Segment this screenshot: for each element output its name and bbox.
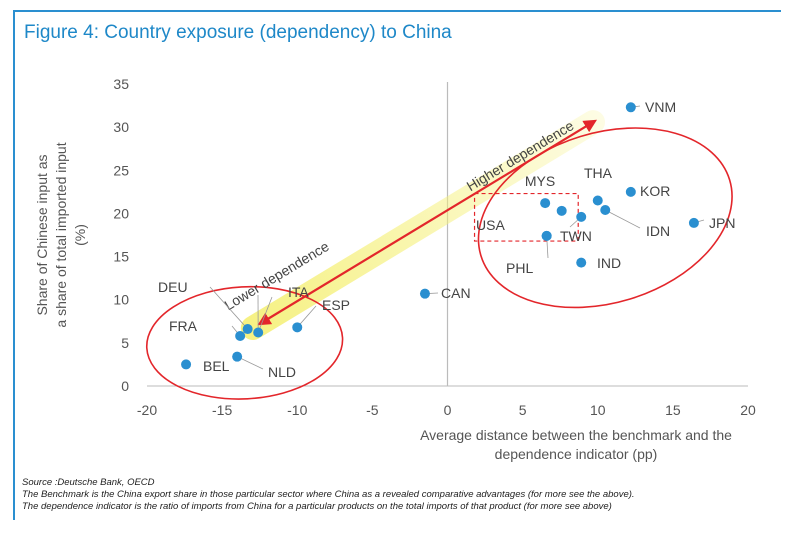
higher-dependence-ellipse (477, 127, 733, 309)
y-axis-title-line: a share of total imported input (53, 142, 69, 327)
data-point (253, 327, 264, 338)
y-tick-label: 15 (113, 249, 129, 265)
x-tick-label: -5 (366, 402, 379, 418)
leader-line (605, 209, 641, 229)
point-label-usa: USA (476, 217, 505, 233)
data-point (242, 324, 253, 335)
data-point (181, 359, 192, 370)
point-label-phl: PHL (506, 260, 533, 276)
point-label-kor: KOR (640, 183, 670, 199)
footnotes: Source :Deutsche Bank, OECD The Benchmar… (22, 477, 792, 513)
leader-line (209, 286, 248, 330)
x-tick-label: 5 (519, 402, 527, 418)
y-tick-label: 20 (113, 205, 129, 221)
data-point (235, 330, 246, 341)
frame-top-border (13, 10, 781, 12)
point-label-idn: IDN (646, 223, 670, 239)
data-point (688, 217, 699, 228)
y-tick-label: 30 (113, 119, 129, 135)
data-point (625, 186, 636, 197)
y-tick-label: 0 (121, 378, 129, 394)
x-tick-label: 20 (740, 402, 756, 418)
data-point (541, 230, 552, 241)
point-label-deu: DEU (158, 279, 188, 295)
data-point (292, 322, 303, 333)
point-label-ita: ITA (288, 284, 309, 300)
y-axis-title-line: Share of Chinese input as (34, 154, 50, 315)
point-label-nld: NLD (268, 364, 296, 380)
point-label-fra: FRA (169, 318, 198, 334)
y-axis-title-line: (%) (72, 224, 88, 246)
x-tick-label: -20 (137, 402, 157, 418)
data-point (540, 198, 551, 209)
point-label-tha: THA (584, 165, 613, 181)
y-tick-label: 5 (121, 335, 129, 351)
figure-title: Figure 4: Country exposure (dependency) … (24, 22, 452, 43)
leader-line (257, 296, 273, 333)
benchmark-note: The Benchmark is the China export share … (22, 489, 635, 500)
source-note: Source :Deutsche Bank, OECD (22, 477, 155, 488)
x-tick-label: 0 (444, 402, 452, 418)
data-point (576, 257, 587, 268)
point-label-ind: IND (597, 255, 621, 271)
point-label-bel: BEL (203, 358, 230, 374)
point-label-mys: MYS (525, 173, 555, 189)
x-tick-label: -15 (212, 402, 232, 418)
y-tick-label: 35 (113, 76, 129, 92)
point-label-twn: TWN (560, 228, 592, 244)
data-point (232, 351, 243, 362)
x-tick-label: 10 (590, 402, 606, 418)
lower-dependence-ellipse (145, 285, 344, 400)
dependence-note: The dependence indicator is the ratio of… (22, 501, 612, 512)
data-point (576, 211, 587, 222)
data-point (592, 195, 603, 206)
point-label-can: CAN (441, 285, 471, 301)
point-label-jpn: JPN (709, 215, 735, 231)
scatter-chart: 0 5 10 15 20 25 30 35 -20 -15 -10 -5 0 5 10 15 20 Share o… (34, 76, 756, 462)
x-axis-title-line: dependence indicator (pp) (495, 446, 658, 462)
y-tick-label: 10 (113, 292, 129, 308)
data-point (600, 204, 611, 215)
x-tick-label: 15 (665, 402, 681, 418)
frame-left-border (13, 10, 15, 520)
data-point (419, 288, 430, 299)
data-point (625, 102, 636, 113)
point-label-vnm: VNM (645, 99, 676, 115)
y-tick-label: 25 (113, 162, 129, 178)
data-point (556, 205, 567, 216)
point-label-esp: ESP (322, 297, 350, 313)
x-tick-label: -10 (287, 402, 307, 418)
x-axis-title-line: Average distance between the benchmark a… (420, 427, 732, 443)
